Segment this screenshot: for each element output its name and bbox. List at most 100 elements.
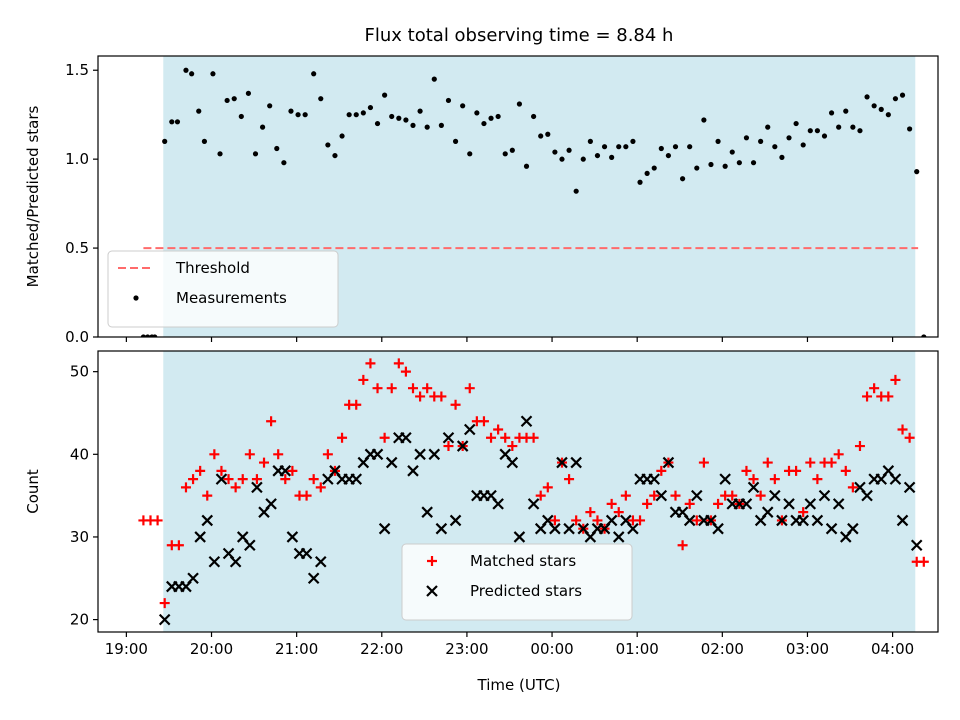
matched-star-point (564, 474, 575, 485)
measurement-point (353, 112, 359, 118)
matched-star-point (755, 490, 766, 501)
measurement-point (152, 334, 158, 337)
matched-star-point (840, 465, 851, 476)
matched-star-point (642, 498, 653, 509)
matched-star-point (230, 482, 241, 493)
measurement-point (644, 170, 650, 176)
predicted-star-point (215, 473, 228, 485)
matched-star-point (379, 432, 390, 443)
predicted-star-point (378, 522, 391, 535)
matched-star-point (897, 424, 908, 435)
matched-star-point (677, 540, 688, 551)
predicted-star-point (804, 498, 817, 510)
measurement-point (245, 90, 252, 96)
matched-star-point (890, 374, 901, 385)
measurement-point (389, 113, 395, 120)
ratio-legend: Threshold Measurements (107, 250, 339, 328)
matched-star-point (649, 490, 660, 501)
matched-star-point (450, 399, 461, 410)
measurement-point (892, 96, 899, 102)
measurement-point (828, 110, 835, 116)
matched-star-point (606, 498, 617, 509)
matched-star-point (571, 515, 582, 526)
measurement-point (318, 96, 324, 102)
predicted-star-point (286, 531, 299, 543)
measurement-point (616, 144, 622, 150)
predicted-star-point (527, 498, 540, 510)
measurement-point (871, 103, 877, 109)
matched-star-point (869, 383, 880, 394)
x-tick-label: 00:00 (530, 640, 573, 658)
predicted-star-point (818, 489, 831, 502)
predicted-star-point (414, 448, 426, 461)
matched-star-point (287, 465, 298, 476)
measurement-point (224, 97, 230, 104)
x-tick-label: 23:00 (445, 640, 488, 658)
measurement-point (708, 161, 714, 168)
predicted-star-point (776, 514, 788, 527)
measurement-point (201, 138, 208, 144)
ratio-frame (97, 55, 939, 338)
measurement-point (921, 334, 927, 337)
predicted-star-point (279, 465, 292, 477)
measurement-point (183, 67, 189, 73)
matched-star-point (223, 474, 234, 485)
predicted-star-point (428, 448, 441, 461)
matched-star-point (188, 474, 199, 485)
predicted-star-point (456, 440, 469, 452)
matched-star-point (493, 424, 504, 435)
measurement-point (793, 120, 799, 127)
measurement-point (637, 179, 643, 185)
measurement-point (878, 106, 884, 112)
matched-star-point (386, 383, 397, 394)
measurement-point (488, 115, 494, 121)
matched-star-point (535, 490, 546, 501)
predicted-star-point (570, 456, 582, 469)
predicted-star-point (761, 506, 774, 518)
measurement-point (601, 144, 608, 150)
measurement-point (374, 120, 381, 127)
measurement-point (907, 126, 913, 132)
measurement-point (594, 152, 601, 159)
measurement-point (658, 145, 664, 152)
predicted-star-point (506, 456, 519, 469)
measurement-point (367, 104, 374, 111)
measurement-point (445, 97, 452, 104)
predicted-star-point (712, 522, 724, 535)
y-tick-label: 20 (70, 611, 89, 629)
measurement-point (587, 138, 593, 144)
predicted-star-point (903, 481, 916, 494)
matched-star-point (741, 465, 752, 476)
x-axis-title: Time (UTC) (477, 676, 561, 694)
predicted-star-point (612, 531, 625, 543)
measurement-point (623, 144, 629, 150)
matched-star-point (727, 490, 738, 501)
matched-star-point (443, 441, 454, 452)
matched-star-point (847, 482, 858, 493)
matched-star-point (635, 515, 646, 526)
y-tick-label: 1.5 (65, 61, 89, 79)
predicted-star-point (655, 489, 668, 502)
predicted-star-point (400, 432, 412, 444)
measurement-point (857, 128, 863, 134)
x-tick-label: 20:00 (190, 640, 233, 658)
predicted-star-point (847, 522, 859, 535)
x-tick-label: 01:00 (616, 640, 659, 658)
measurement-point (679, 176, 686, 182)
measurement-point (140, 334, 147, 337)
measurement-point (516, 101, 523, 107)
matched-star-point (833, 449, 844, 460)
matched-star-point (805, 457, 816, 468)
measurement-point (552, 149, 558, 155)
measurement-point (481, 120, 487, 127)
predicted-star-point (265, 498, 277, 510)
measurement-point (665, 152, 672, 159)
predicted-star-point (307, 572, 320, 585)
measurement-point (630, 138, 636, 144)
predicted-star-point (605, 514, 618, 527)
measurement-point (687, 144, 693, 150)
measurement-point (885, 112, 891, 118)
predicted-star-point (385, 456, 398, 469)
matched-star-point (259, 457, 270, 468)
measurement-point (396, 115, 402, 121)
